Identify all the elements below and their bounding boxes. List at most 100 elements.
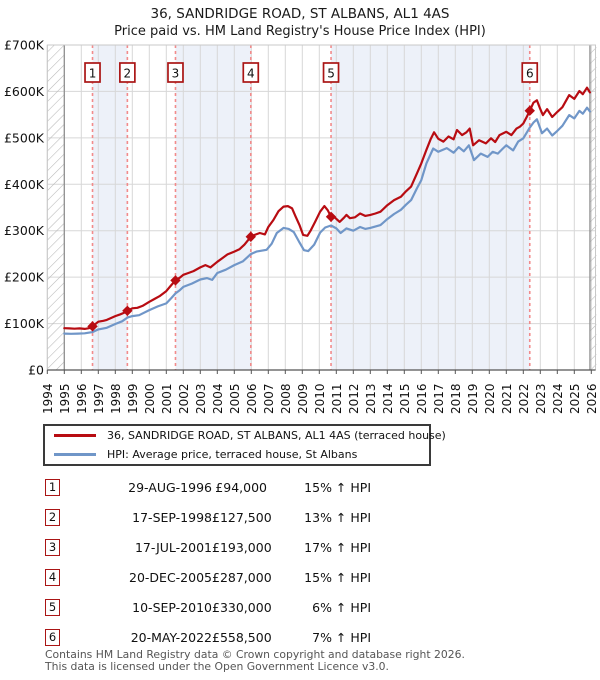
- transaction-number-cell: 1: [45, 478, 62, 496]
- transaction-row: 5 10-SEP-2010 £330,000 6% ↑ HPI: [45, 592, 385, 622]
- transaction-number-cell: 5: [45, 598, 62, 616]
- x-axis-label: 2025: [568, 383, 582, 414]
- x-axis-label: 2011: [330, 383, 344, 414]
- x-axis-label: 2019: [466, 383, 480, 414]
- legend-item-hpi: HPI: Average price, terraced house, St A…: [45, 446, 429, 463]
- x-axis-label: 2007: [262, 383, 276, 414]
- legend-item-price-paid: 36, SANDRIDGE ROAD, ST ALBANS, AL1 4AS (…: [45, 427, 446, 444]
- transaction-number-box: 2: [45, 508, 60, 526]
- price-history-chart[interactable]: 1 2 3 4 5 6 £0 £100K £200K £300K £400K £500K £600K £7…: [0, 0, 600, 420]
- price-line-swatch: [54, 434, 96, 438]
- x-axis-label: 2017: [432, 383, 446, 414]
- x-axis-label: 2000: [143, 383, 157, 414]
- ownership-period-band: [175, 45, 251, 370]
- page-subtitle: Price paid vs. HM Land Registry's House …: [114, 24, 486, 39]
- transaction-date: 20-DEC-2005: [129, 569, 212, 585]
- x-axis-label: 2010: [313, 383, 327, 414]
- transactions-table: 1 29-AUG-1996 £94,000 15% ↑ HPI 2 17-SEP-1998…: [45, 472, 385, 652]
- sale-marker-diamond: [524, 105, 535, 116]
- sale-marker-number: 4: [247, 67, 255, 81]
- x-axis-label: 2022: [517, 383, 531, 414]
- x-axis-label: 2016: [415, 383, 429, 414]
- x-axis-label: 2014: [381, 383, 395, 414]
- sale-marker-number: 5: [327, 67, 335, 81]
- x-axis-label: 2018: [449, 383, 463, 414]
- sale-marker-box: [322, 62, 340, 83]
- no-data-hatch: [47, 45, 65, 370]
- transaction-hpi-change: 15% ↑ HPI: [304, 569, 371, 585]
- sale-marker-number: 2: [124, 67, 132, 81]
- x-axis-label: 2009: [296, 383, 310, 414]
- transaction-hpi-change: 6% ↑ HPI: [312, 599, 371, 615]
- transaction-number-box: 5: [45, 598, 60, 616]
- x-axis-label: 2002: [177, 383, 191, 414]
- x-axis-label: 2005: [228, 383, 242, 414]
- transaction-price: £193,000: [212, 539, 272, 555]
- x-axis-label: 2004: [211, 383, 225, 414]
- x-axis-label: 1994: [41, 383, 55, 414]
- chart-area: 1 2 3 4 5 6 £0 £100K £200K £300K £400K £500K £600K £7…: [0, 0, 600, 420]
- legend-label: HPI: Average price, terraced house, St A…: [107, 447, 358, 461]
- transaction-hpi-change: 15% ↑ HPI: [304, 479, 371, 495]
- transaction-row: 2 17-SEP-1998 £127,500 13% ↑ HPI: [45, 502, 385, 532]
- x-axis-label: 2001: [160, 383, 174, 414]
- transaction-row: 3 17-JUL-2001 £193,000 17% ↑ HPI: [45, 532, 385, 562]
- x-axis-label: 2003: [194, 383, 208, 414]
- x-axis-label: 2006: [245, 383, 259, 414]
- transaction-number-box: 4: [45, 568, 60, 586]
- transaction-date: 17-SEP-1998: [132, 509, 212, 525]
- transaction-date: 29-AUG-1996: [128, 479, 212, 495]
- x-axis-label: 2013: [364, 383, 378, 414]
- transaction-price: £287,000: [212, 569, 272, 585]
- y-axis-label: £300K: [4, 223, 45, 238]
- y-axis-label: £0: [28, 363, 44, 378]
- x-axis-label: 1999: [126, 383, 140, 414]
- ownership-period-band: [331, 45, 530, 370]
- transaction-row: 1 29-AUG-1996 £94,000 15% ↑ HPI: [45, 472, 385, 502]
- transaction-date: 17-JUL-2001: [134, 539, 212, 555]
- transaction-row: 6 20-MAY-2022 £558,500 7% ↑ HPI: [45, 622, 385, 652]
- transaction-hpi-change: 13% ↑ HPI: [304, 509, 371, 525]
- transaction-hpi-change: 17% ↑ HPI: [304, 539, 371, 555]
- transaction-price: £558,500: [212, 629, 272, 645]
- sale-marker-diamond: [245, 231, 256, 242]
- sale-marker-box: [84, 62, 101, 83]
- y-axis-label: £400K: [4, 177, 45, 192]
- y-axis-label: £600K: [4, 84, 45, 99]
- y-axis-label: £100K: [4, 316, 45, 331]
- x-axis-label: 1996: [75, 383, 89, 414]
- footer-line-1: Contains HM Land Registry data © Crown c…: [45, 648, 465, 661]
- transaction-date: 20-MAY-2022: [130, 629, 212, 645]
- x-axis-label: 2024: [551, 383, 565, 414]
- transaction-price: £330,000: [212, 599, 272, 615]
- transaction-date: 10-SEP-2010: [132, 599, 212, 615]
- sale-marker-box: [119, 62, 136, 83]
- sale-marker-diamond: [87, 321, 98, 332]
- chart-legend: 36, SANDRIDGE ROAD, ST ALBANS, AL1 4AS (…: [43, 424, 446, 466]
- hpi-line-swatch: [54, 452, 96, 456]
- sale-marker-diamond: [170, 275, 181, 286]
- transaction-number-box: 1: [45, 478, 60, 496]
- no-data-hatch: [589, 45, 597, 370]
- sale-marker-box: [521, 62, 539, 83]
- sale-marker-diamond: [325, 211, 337, 222]
- x-axis-label: 2012: [347, 383, 361, 414]
- sale-marker-box: [167, 62, 184, 83]
- x-axis-label: 2021: [500, 383, 514, 414]
- x-axis-label: 2026: [585, 383, 599, 414]
- y-axis-label: £500K: [4, 130, 45, 145]
- x-axis-label: 1997: [92, 383, 106, 414]
- transaction-number-box: 6: [45, 628, 60, 646]
- sale-marker-number: 6: [526, 67, 534, 81]
- transaction-price: £127,500: [212, 509, 272, 525]
- footer-line-2: This data is licensed under the Open Gov…: [45, 659, 389, 673]
- y-axis-label: £200K: [4, 270, 45, 285]
- x-axis-label: 2020: [483, 383, 497, 414]
- hpi-line: [63, 106, 592, 335]
- sale-marker-box: [242, 62, 260, 83]
- sale-marker-number: 1: [89, 67, 97, 81]
- sale-marker-number: 3: [172, 67, 180, 81]
- license-footer: Contains HM Land Registry data © Crown c…: [45, 649, 465, 672]
- page-title: 36, SANDRIDGE ROAD, ST ALBANS, AL1 4AS: [150, 6, 450, 22]
